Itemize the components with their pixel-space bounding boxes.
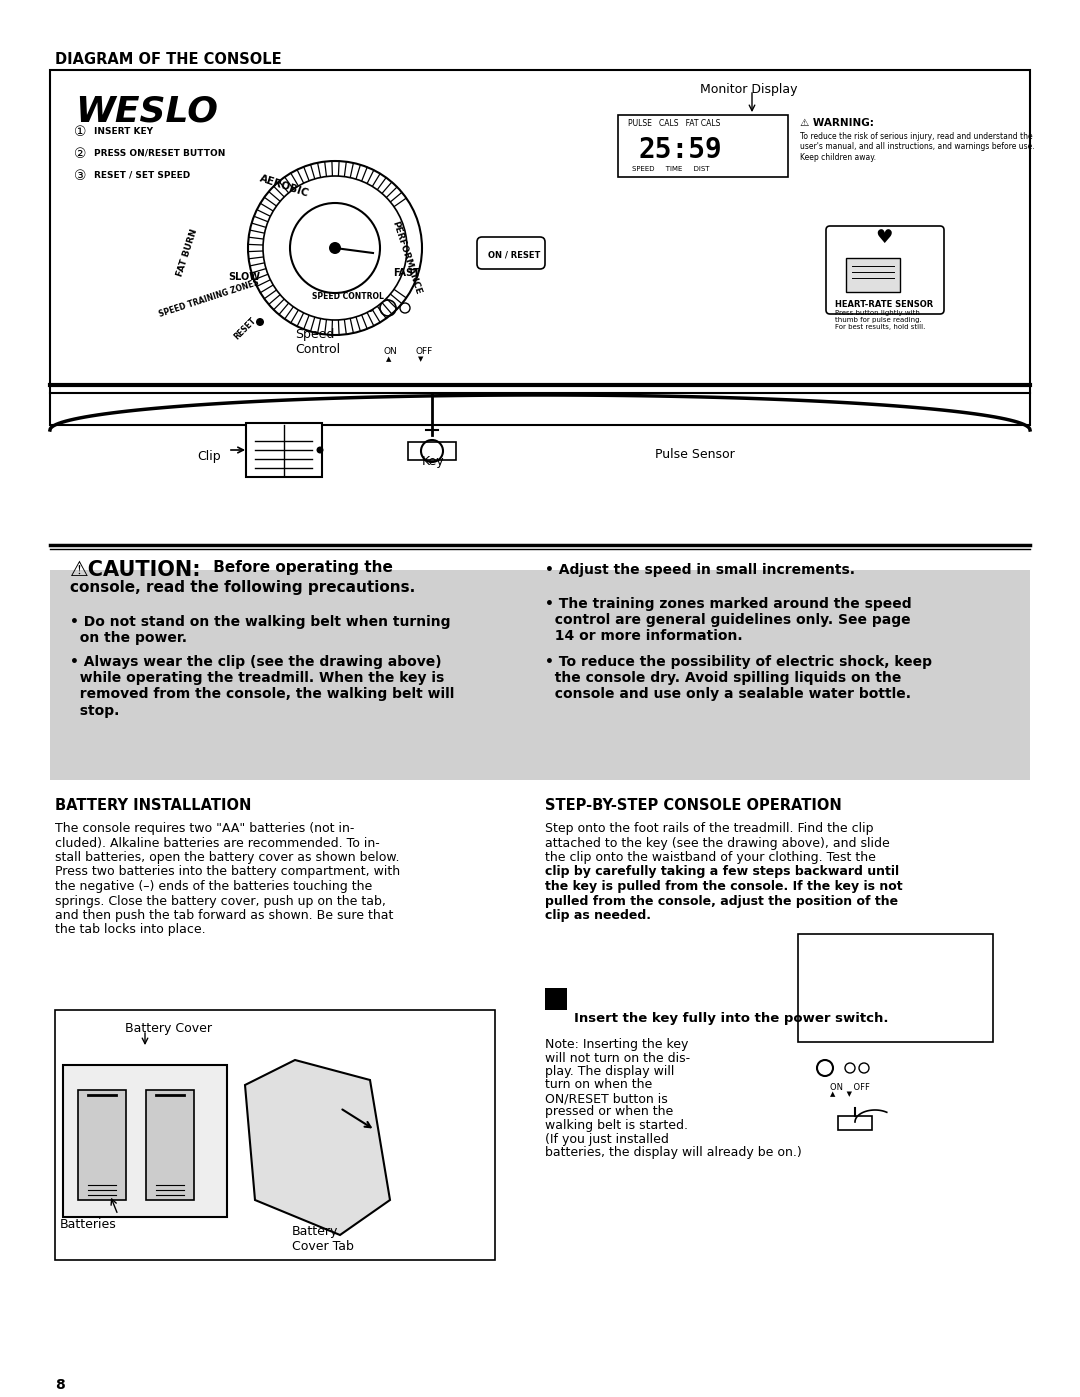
Text: OFF: OFF xyxy=(416,346,433,356)
FancyBboxPatch shape xyxy=(618,115,788,177)
FancyBboxPatch shape xyxy=(50,70,1030,425)
FancyBboxPatch shape xyxy=(78,1090,126,1200)
Text: Press two batteries into the battery compartment, with: Press two batteries into the battery com… xyxy=(55,866,400,879)
Text: the negative (–) ends of the batteries touching the: the negative (–) ends of the batteries t… xyxy=(55,880,373,893)
FancyBboxPatch shape xyxy=(408,441,456,460)
Text: PRESS ON/RESET BUTTON: PRESS ON/RESET BUTTON xyxy=(94,149,226,158)
Text: Before operating the: Before operating the xyxy=(208,560,393,576)
Text: Battery Cover: Battery Cover xyxy=(125,1023,212,1035)
Text: RESET: RESET xyxy=(232,316,257,341)
FancyBboxPatch shape xyxy=(798,935,993,1042)
Text: Insert the key fully into the power switch.: Insert the key fully into the power swit… xyxy=(573,1011,889,1025)
Text: 1: 1 xyxy=(551,1011,562,1027)
Text: WESLO: WESLO xyxy=(75,95,218,129)
Text: ②: ② xyxy=(75,147,86,161)
Text: attached to the key (see the drawing above), and slide: attached to the key (see the drawing abo… xyxy=(545,837,890,849)
Text: • Always wear the clip (see the drawing above)
  while operating the treadmill. : • Always wear the clip (see the drawing … xyxy=(70,655,455,718)
Text: pulled from the console, adjust the position of the: pulled from the console, adjust the posi… xyxy=(545,894,899,908)
Text: PULSE   CALS   FAT CALS: PULSE CALS FAT CALS xyxy=(627,119,720,129)
Text: • To reduce the possibility of electric shock, keep
  the console dry. Avoid spi: • To reduce the possibility of electric … xyxy=(545,655,932,701)
Text: ON / RESET: ON / RESET xyxy=(488,251,540,260)
Text: To reduce the risk of serious injury, read and understand the
user's manual, and: To reduce the risk of serious injury, re… xyxy=(800,131,1035,162)
Text: ⚠ WARNING:: ⚠ WARNING: xyxy=(800,117,874,129)
Text: • Do not stand on the walking belt when turning
  on the power.: • Do not stand on the walking belt when … xyxy=(70,615,450,645)
Text: HEART-RATE SENSOR: HEART-RATE SENSOR xyxy=(835,300,933,309)
Text: Step onto the foot rails of the treadmill. Find the clip: Step onto the foot rails of the treadmil… xyxy=(545,821,874,835)
Text: ▲     ▼: ▲ ▼ xyxy=(831,1091,852,1097)
FancyBboxPatch shape xyxy=(545,988,567,1010)
Text: SPEED     TIME     DIST: SPEED TIME DIST xyxy=(632,166,710,172)
Text: and then push the tab forward as shown. Be sure that: and then push the tab forward as shown. … xyxy=(55,909,393,922)
Text: RESET / SET SPEED: RESET / SET SPEED xyxy=(94,170,190,180)
Text: the key is pulled from the console. If the key is not: the key is pulled from the console. If t… xyxy=(545,880,903,893)
FancyBboxPatch shape xyxy=(50,570,1030,780)
Text: Speed
Control: Speed Control xyxy=(295,328,340,356)
FancyBboxPatch shape xyxy=(477,237,545,270)
Text: cluded). Alkaline batteries are recommended. To in-: cluded). Alkaline batteries are recommen… xyxy=(55,837,380,849)
Text: turn on when the: turn on when the xyxy=(545,1078,652,1091)
Text: Battery
Cover Tab: Battery Cover Tab xyxy=(292,1225,354,1253)
Text: ♥: ♥ xyxy=(875,228,892,247)
Text: the tab locks into place.: the tab locks into place. xyxy=(55,923,205,936)
Text: Note: Inserting the key: Note: Inserting the key xyxy=(545,1038,688,1051)
Text: Monitor Display: Monitor Display xyxy=(700,82,797,96)
Text: Pulse Sensor: Pulse Sensor xyxy=(654,448,734,461)
Text: play. The display will: play. The display will xyxy=(545,1065,674,1078)
Text: • The training zones marked around the speed
  control are general guidelines on: • The training zones marked around the s… xyxy=(545,597,912,644)
Text: SPEED CONTROL: SPEED CONTROL xyxy=(312,292,383,300)
Text: ①: ① xyxy=(75,124,86,138)
Text: ON/RESET button is: ON/RESET button is xyxy=(545,1092,667,1105)
Text: • Adjust the speed in small increments.: • Adjust the speed in small increments. xyxy=(545,563,855,577)
Text: Press button lightly with
thumb for pulse reading.
For best results, hold still.: Press button lightly with thumb for puls… xyxy=(835,310,926,330)
FancyBboxPatch shape xyxy=(146,1090,194,1200)
Circle shape xyxy=(256,319,264,326)
FancyBboxPatch shape xyxy=(838,1116,872,1130)
Text: pressed or when the: pressed or when the xyxy=(545,1105,673,1119)
Polygon shape xyxy=(245,1060,390,1235)
Text: ON: ON xyxy=(384,346,397,356)
FancyBboxPatch shape xyxy=(55,1010,495,1260)
Text: console, read the following precautions.: console, read the following precautions. xyxy=(70,580,415,595)
Text: walking belt is started.: walking belt is started. xyxy=(545,1119,688,1132)
Text: ③: ③ xyxy=(75,169,86,183)
Circle shape xyxy=(291,203,380,293)
Text: The console requires two "AA" batteries (not in-: The console requires two "AA" batteries … xyxy=(55,821,354,835)
Text: ▼: ▼ xyxy=(418,356,423,362)
Text: stall batteries, open the battery cover as shown below.: stall batteries, open the battery cover … xyxy=(55,851,400,863)
FancyBboxPatch shape xyxy=(63,1065,227,1217)
Text: INSERT KEY: INSERT KEY xyxy=(94,127,153,136)
Text: 25:59: 25:59 xyxy=(638,136,721,163)
Text: Batteries: Batteries xyxy=(60,1218,117,1231)
Text: (If you just installed: (If you just installed xyxy=(545,1133,669,1146)
Text: clip by carefully taking a few steps backward until: clip by carefully taking a few steps bac… xyxy=(545,866,900,879)
Text: batteries, the display will already be on.): batteries, the display will already be o… xyxy=(545,1146,801,1160)
Text: 8: 8 xyxy=(55,1377,65,1391)
Text: BATTERY INSTALLATION: BATTERY INSTALLATION xyxy=(55,798,252,813)
Text: ▲: ▲ xyxy=(386,356,391,362)
Text: AEROBIC: AEROBIC xyxy=(258,173,310,198)
Text: the clip onto the waistband of your clothing. Test the: the clip onto the waistband of your clot… xyxy=(545,851,876,863)
FancyBboxPatch shape xyxy=(846,258,900,292)
Text: clip as needed.: clip as needed. xyxy=(545,909,651,922)
Text: Clip: Clip xyxy=(197,450,220,462)
FancyBboxPatch shape xyxy=(246,423,322,476)
Text: Key: Key xyxy=(422,455,445,468)
Text: FAST: FAST xyxy=(393,268,420,278)
Text: PERFORMANCE: PERFORMANCE xyxy=(390,219,422,296)
Circle shape xyxy=(366,305,374,312)
Text: SLOW: SLOW xyxy=(228,272,260,282)
Text: DIAGRAM OF THE CONSOLE: DIAGRAM OF THE CONSOLE xyxy=(55,52,282,67)
Text: STEP-BY-STEP CONSOLE OPERATION: STEP-BY-STEP CONSOLE OPERATION xyxy=(545,798,841,813)
Text: will not turn on the dis-: will not turn on the dis- xyxy=(545,1052,690,1065)
Text: FAT BURN: FAT BURN xyxy=(175,228,199,278)
Text: springs. Close the battery cover, push up on the tab,: springs. Close the battery cover, push u… xyxy=(55,894,386,908)
Text: ⚠CAUTION:: ⚠CAUTION: xyxy=(70,560,202,580)
FancyBboxPatch shape xyxy=(826,226,944,314)
Circle shape xyxy=(264,176,407,320)
Circle shape xyxy=(329,242,341,254)
Text: SPEED TRAINING ZONES: SPEED TRAINING ZONES xyxy=(158,278,260,319)
Circle shape xyxy=(316,447,324,454)
Text: ON    OFF: ON OFF xyxy=(831,1083,869,1092)
